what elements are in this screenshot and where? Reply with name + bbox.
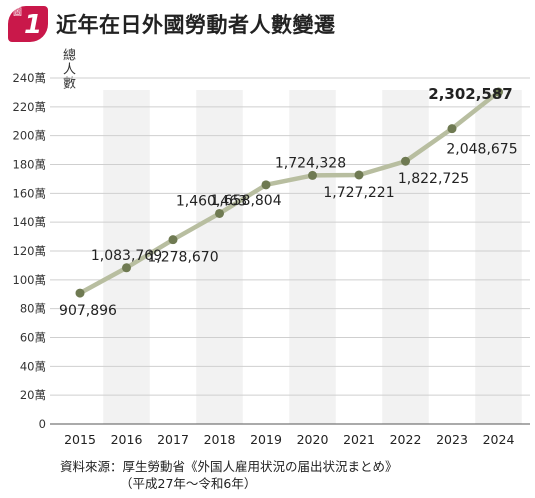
data-label: 1,278,670	[147, 250, 218, 266]
data-point	[447, 124, 457, 134]
y-tick-label: 180萬	[13, 158, 46, 172]
data-point	[122, 263, 131, 273]
y-tick-label: 40萬	[20, 359, 46, 373]
data-point	[261, 180, 271, 190]
background-band	[289, 90, 336, 424]
y-tick-label: 80萬	[20, 302, 46, 316]
y-tick-label: 160萬	[13, 186, 46, 200]
x-tick-label: 2023	[436, 432, 468, 447]
figure-badge: 圖 1	[8, 6, 48, 42]
y-tick-label: 200萬	[13, 129, 46, 143]
y-axis-ticks: 0 20萬 40萬 60萬 80萬 100萬 120萬 140萬 160萬 180萬 200萬 220…	[13, 71, 46, 431]
y-tick-label: 20萬	[20, 388, 46, 402]
data-label: 2,048,675	[446, 142, 517, 158]
chart-header: 圖 1 近年在日外國勞動者人數變遷	[8, 6, 336, 42]
x-tick-label: 2021	[343, 432, 375, 447]
data-label: 1,460,463	[176, 193, 247, 209]
data-label: 1,083,769	[91, 248, 162, 264]
x-tick-label: 2024	[483, 432, 515, 447]
y-tick-label: 0	[39, 417, 46, 431]
data-label: 2,302,587	[428, 85, 512, 103]
y-axis-label-block: 總人數	[58, 48, 76, 90]
source-note: 資料來源：厚生勞動省《外国人雇用状況の届出状況まとめ》 （平成27年～令和6年）	[60, 458, 398, 492]
data-label: 1,724,328	[275, 155, 346, 171]
data-label: 1,727,221	[323, 185, 394, 201]
series-line	[77, 89, 501, 296]
data-point	[308, 170, 317, 180]
background-band	[382, 90, 429, 424]
y-axis-label: 總人數	[60, 48, 75, 90]
source-line-2: （平成27年～令和6年）	[120, 476, 257, 491]
data-label: 1,822,725	[398, 171, 469, 187]
figure-badge-label: 圖	[13, 8, 23, 18]
data-point	[494, 87, 503, 97]
y-tick-label: 220萬	[13, 100, 46, 114]
x-tick-label: 2016	[111, 432, 143, 447]
x-tick-label: 2020	[297, 432, 329, 447]
x-tick-label: 2015	[64, 432, 96, 447]
data-point	[215, 208, 224, 218]
y-tick-label: 120萬	[13, 244, 46, 258]
background-band	[196, 90, 243, 424]
data-point	[75, 288, 85, 298]
y-tick-label: 60萬	[20, 331, 46, 345]
background-band	[475, 90, 522, 424]
x-tick-label: 2022	[390, 432, 422, 447]
alternating-bands	[103, 90, 522, 424]
data-label: 1,658,804	[210, 193, 281, 209]
x-tick-label: 2019	[250, 432, 282, 447]
gridlines	[50, 77, 530, 425]
figure-badge-number: 1	[23, 10, 43, 40]
data-point	[401, 156, 410, 166]
x-axis-ticks: 2015 2016 2017 2018 2019 2020 2021 2022 2023 2024	[64, 432, 514, 447]
data-point	[354, 170, 364, 180]
markers	[75, 87, 503, 298]
data-label: 907,896	[59, 303, 117, 319]
y-tick-label: 100萬	[13, 273, 46, 287]
y-tick-label: 140萬	[13, 215, 46, 229]
source-line-1: 資料來源：厚生勞動省《外国人雇用状況の届出状況まとめ》	[60, 459, 398, 474]
chart-title: 近年在日外國勞動者人數變遷	[56, 13, 336, 37]
y-tick-label: 240萬	[13, 71, 46, 85]
data-point	[168, 235, 178, 245]
x-tick-label: 2018	[204, 432, 236, 447]
x-tick-label: 2017	[157, 432, 189, 447]
series-line-group	[77, 89, 501, 296]
